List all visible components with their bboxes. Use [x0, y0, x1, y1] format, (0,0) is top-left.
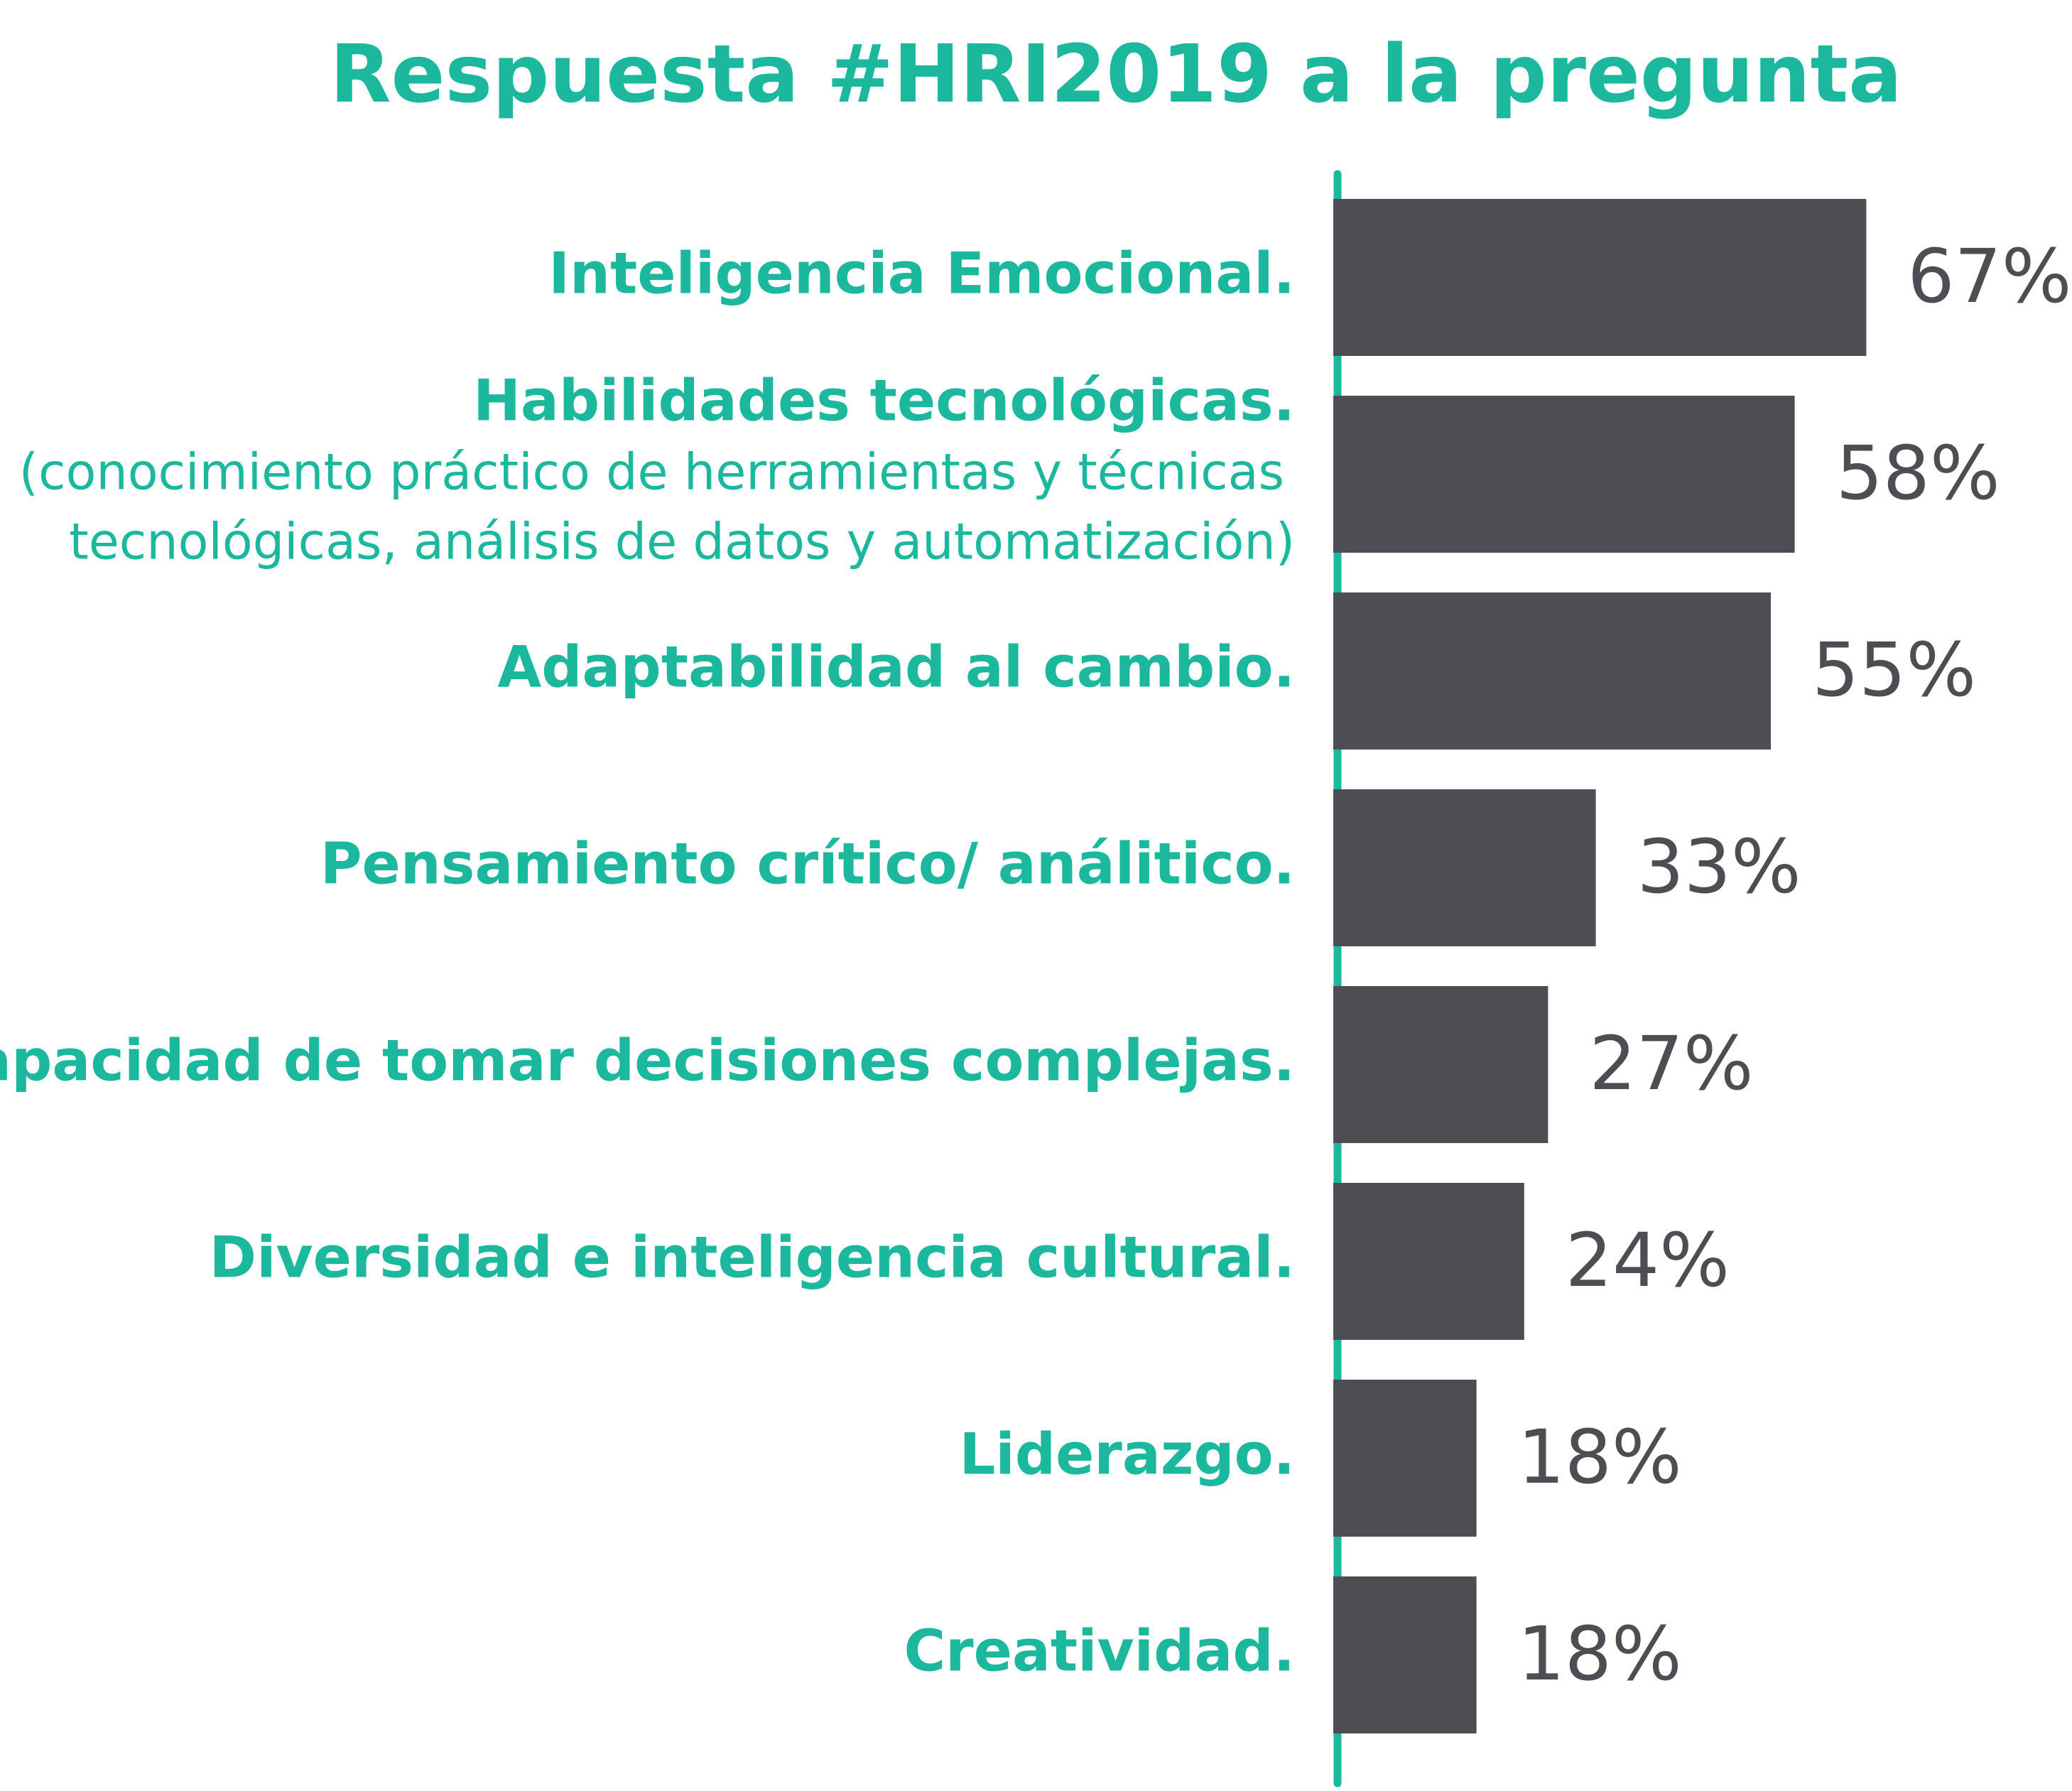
value-label: 58% — [1836, 430, 2000, 516]
category-label: Liderazgo. — [959, 1421, 1295, 1487]
bar — [1333, 1576, 1477, 1733]
category-label: Adaptabilidad al cambio. — [497, 634, 1295, 700]
category-label: Creatividad. — [904, 1618, 1295, 1684]
bar — [1333, 593, 1771, 750]
category-label: Pensamiento crítico/ análitico. — [320, 830, 1295, 897]
category-label: Habilidades tecnológicas. — [473, 367, 1295, 433]
category-label: Inteligencia Emocional. — [548, 240, 1295, 306]
bar — [1333, 789, 1596, 946]
category-note: (conocimiento práctico de herramientas y… — [19, 443, 1284, 502]
category-note: tecnológicas, análisis de datos y automa… — [69, 513, 1295, 571]
value-label: 24% — [1566, 1217, 1730, 1304]
category-label: Capacidad de tomar decisiones complejas. — [0, 1027, 1295, 1093]
value-label: 55% — [1812, 627, 1976, 713]
bar — [1333, 396, 1795, 553]
bar — [1333, 199, 1867, 356]
value-label: 18% — [1518, 1611, 1682, 1697]
bar — [1333, 986, 1548, 1143]
value-label: 27% — [1589, 1020, 1753, 1107]
category-label: Diversidad e inteligencia cultural. — [210, 1224, 1295, 1290]
bar — [1333, 1183, 1524, 1340]
value-label: 33% — [1637, 823, 1801, 910]
value-label: 67% — [1907, 233, 2071, 320]
bar — [1333, 1380, 1477, 1537]
chart-title: Respuesta #HRI2019 a la pregunta — [330, 28, 1902, 121]
value-label: 18% — [1518, 1414, 1682, 1500]
